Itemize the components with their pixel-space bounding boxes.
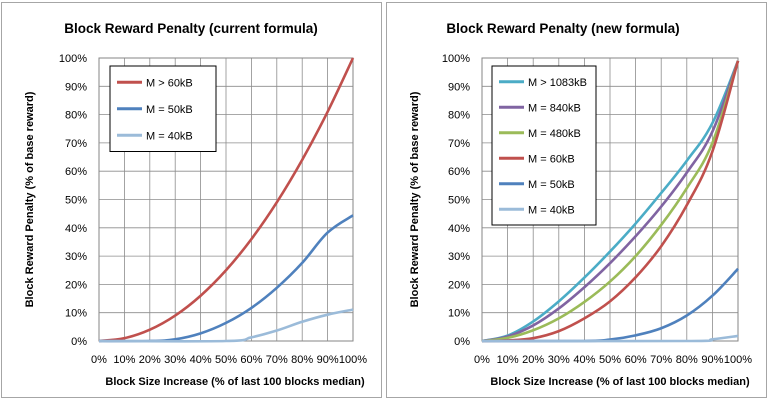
chart-panel-current-formula: 0% 10% 20% 30% 40% 50% 60% 70% 80% 90% 100% 0% 10% 20…	[1, 2, 382, 398]
chart-current-formula: 0%10%20%30%40%50%60%70%80%90%100%0% 10% 20…	[24, 21, 367, 388]
x-tick-label: 100%	[724, 354, 752, 366]
series-line-1	[481, 60, 740, 343]
y-tick-label: 80%	[448, 110, 470, 122]
y-tick-label: 60%	[65, 166, 87, 178]
legend-label: M = 50kB	[146, 104, 193, 116]
y-tick-label: 0%	[71, 336, 87, 348]
x-tick-label: 20%	[522, 354, 544, 366]
y-tick-label: 0%	[454, 336, 470, 348]
x-tick-label: 90%	[701, 354, 723, 366]
series-line-5	[481, 334, 739, 343]
y-tick-label: 70%	[448, 138, 470, 150]
x-tick-label: 70%	[650, 354, 672, 366]
y-tick-label: 20%	[448, 279, 470, 291]
legend-label: M = 840kB	[528, 102, 581, 114]
chart-title: Block Reward Penalty (current formula)	[64, 21, 318, 36]
legend-label: M = 60kB	[528, 153, 575, 165]
legend-label: M = 40kB	[528, 204, 575, 216]
y-tick-label: 40%	[65, 223, 87, 235]
legend-label: M > 60kB	[146, 77, 193, 89]
legend-label: M = 480kB	[528, 128, 581, 140]
x-tick-label: 60%	[240, 354, 262, 366]
x-tick-label: 70%	[266, 354, 288, 366]
x-tick-label: 30%	[548, 354, 570, 366]
x-tick-label: 0%	[91, 354, 107, 366]
y-tick-label: 10%	[448, 308, 470, 320]
y-tick-label: 100%	[442, 53, 470, 65]
y-tick-label: 90%	[65, 81, 87, 93]
x-tick-label: 10%	[497, 354, 519, 366]
legend-label: M = 50kB	[528, 179, 575, 191]
x-tick-label: 10%	[113, 354, 135, 366]
y-axis-label: Block Reward Penalty (% of base reward)	[409, 91, 421, 307]
x-axis-label: Block Size Increase (% of last 100 block…	[105, 376, 365, 388]
series-line-3	[481, 60, 740, 343]
y-tick-label: 100%	[59, 53, 87, 65]
x-tick-label: 50%	[215, 354, 237, 366]
x-tick-label: 40%	[190, 354, 212, 366]
x-axis-label: Block Size Increase (% of last 100 block…	[490, 376, 750, 388]
legend	[491, 65, 597, 226]
chart-new-formula: 0%10%20%30%40%50%60%70%80%90%100%0% 10% 20…	[409, 21, 752, 388]
x-tick-label: 80%	[291, 354, 313, 366]
y-tick-label: 10%	[65, 308, 87, 320]
y-tick-label: 50%	[65, 195, 87, 207]
x-tick-label: 0%	[474, 354, 490, 366]
y-tick-label: 30%	[448, 251, 470, 263]
x-tick-label: 40%	[573, 354, 595, 366]
series-line-2	[98, 308, 354, 343]
y-tick-label: 90%	[448, 81, 470, 93]
y-tick-label: 80%	[65, 110, 87, 122]
legend-label: M > 1083kB	[528, 77, 587, 89]
x-tick-label: 80%	[676, 354, 698, 366]
y-tick-label: 50%	[448, 195, 470, 207]
chart-panel-new-formula: 0% 10% 20% 30% 40% 50% 60% 70% 80% 90% 100% 0% 10% 20…	[386, 2, 767, 398]
series-line-2	[481, 60, 740, 343]
y-tick-label: 40%	[448, 223, 470, 235]
x-tick-label: 50%	[599, 354, 621, 366]
y-tick-label: 20%	[65, 279, 87, 291]
series-line-0	[481, 60, 740, 343]
x-tick-label: 60%	[625, 354, 647, 366]
legend-label: M = 40kB	[146, 130, 193, 142]
y-tick-label: 30%	[65, 251, 87, 263]
y-axis-label: Block Reward Penalty (% of base reward)	[24, 91, 36, 307]
x-tick-label: 100%	[339, 354, 367, 366]
x-tick-label: 90%	[317, 354, 339, 366]
chart-title: Block Reward Penalty (new formula)	[446, 21, 679, 36]
x-tick-label: 30%	[164, 354, 186, 366]
x-tick-label: 20%	[139, 354, 161, 366]
y-tick-label: 70%	[65, 138, 87, 150]
series-line-0	[98, 57, 355, 343]
y-tick-label: 60%	[448, 166, 470, 178]
